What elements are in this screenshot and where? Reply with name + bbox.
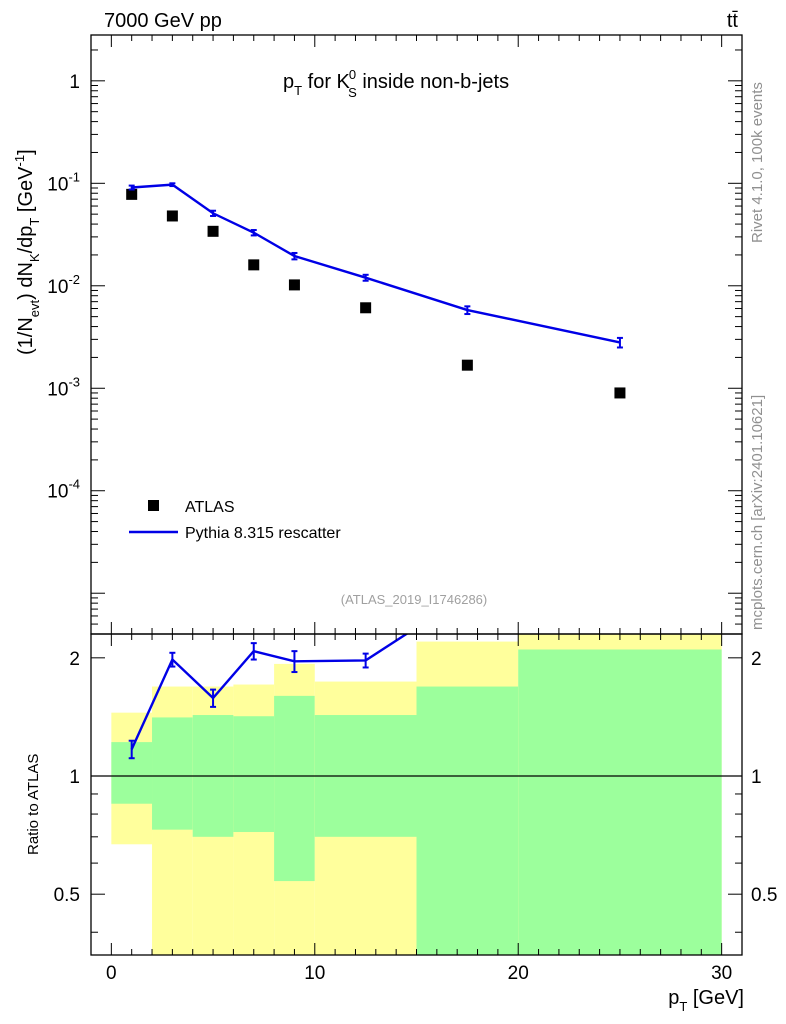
ratio-axis-label: Ratio to ATLAS	[25, 754, 42, 855]
y-tick-label: 1	[69, 72, 80, 93]
y-tick-label: 10-3	[47, 374, 80, 400]
main-plot-frame	[90, 34, 743, 635]
ratio-band-green	[416, 686, 519, 955]
pythia-line	[131, 183, 621, 344]
y-tick-label: 10-2	[47, 272, 80, 298]
x-tick-label: 30	[711, 963, 732, 984]
analysis-id: (ATLAS_2019_I1746286)	[341, 592, 487, 607]
atlas-data-point	[614, 387, 626, 399]
rivet-version-label: Rivet 4.1.0, 100k events	[749, 82, 766, 243]
legend-label-atlas: ATLAS	[185, 499, 235, 516]
ratio-band-green	[274, 695, 315, 882]
ratio-bands	[111, 634, 722, 955]
ratio-tick-label: 0.5	[54, 885, 80, 906]
ratio-tick-label: 2	[69, 649, 80, 670]
atlas-data-point	[248, 259, 260, 271]
atlas-data-point	[207, 225, 219, 237]
axis-ticks: 0 10 20 30 10-4 10-3 10-2 10-1 1 0.5 0.5 1 1 2 2	[47, 35, 777, 984]
atlas-data-point	[461, 359, 473, 371]
x-tick-label: 0	[106, 963, 117, 984]
y-axis-label: (1/Nevt) dNK/dpT [GeV-1]	[12, 149, 42, 355]
ratio-series-clipped	[128, 634, 409, 760]
ratio-band-green	[233, 716, 275, 833]
x-tick-label: 20	[508, 963, 529, 984]
ratio-series	[128, 634, 409, 760]
atlas-data-point	[288, 279, 300, 291]
ratio-tick-label-right: 0.5	[751, 885, 777, 906]
x-axis-label: pT [GeV]	[668, 987, 744, 1014]
source-label: mcplots.cern.ch [arXiv:2401.10621]	[749, 395, 766, 630]
atlas-data-point	[360, 302, 372, 314]
atlas-data-point	[126, 188, 138, 200]
y-tick-label: 10-4	[47, 477, 80, 503]
ratio-band-green	[152, 717, 193, 830]
y-tick-label: 10-1	[47, 169, 80, 195]
ratio-tick-label-right: 1	[751, 767, 762, 788]
main-series	[126, 182, 626, 399]
energy-label: 7000 GeV pp	[104, 10, 222, 32]
ratio-tick-label: 1	[69, 767, 80, 788]
ratio-band-green	[518, 649, 722, 955]
process-label: tt̄	[727, 10, 739, 32]
chart-title: pT for K0 S inside non-b-jets	[283, 67, 509, 100]
legend-label-pythia: Pythia 8.315 rescatter	[185, 525, 341, 542]
ratio-tick-label-right: 2	[751, 649, 762, 670]
x-tick-label: 10	[304, 963, 325, 984]
legend: ATLAS Pythia 8.315 rescatter	[129, 499, 341, 542]
legend-marker-atlas	[148, 500, 159, 511]
atlas-data-point	[166, 210, 178, 222]
